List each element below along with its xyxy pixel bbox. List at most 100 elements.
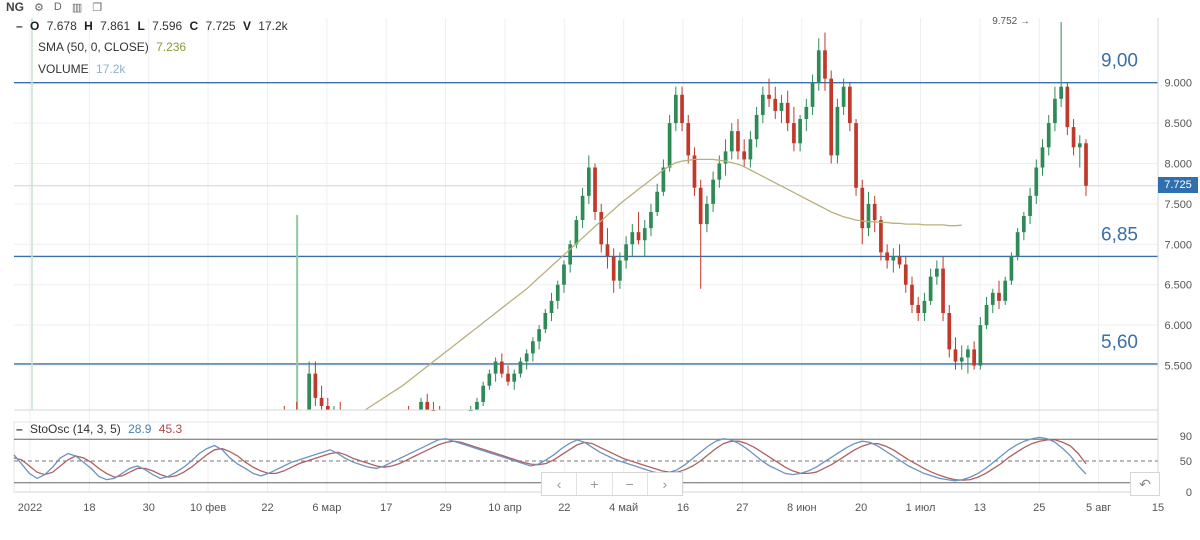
gear-icon[interactable]: ⚙ (34, 1, 44, 14)
date-tick-label: 10 апр (488, 502, 521, 514)
date-tick-label: 8 июн (787, 502, 817, 514)
high-value: 7.861 (100, 19, 131, 33)
price-tick-label: 8.500 (1164, 118, 1192, 130)
volume-indicator-value: 17.2k (96, 62, 126, 76)
candle-body (1022, 216, 1026, 233)
candle-body (879, 220, 883, 253)
candle-body (947, 313, 952, 350)
candle-body (630, 232, 635, 245)
open-label: O (30, 19, 40, 33)
candle-body (810, 82, 815, 107)
chart-type-icon[interactable]: ▥ (71, 1, 83, 14)
candle-body (872, 203, 877, 221)
date-tick-label: 18 (83, 502, 95, 514)
candle-body (618, 260, 622, 281)
reset-chart-button[interactable]: ↶ (1130, 472, 1160, 496)
candle-body (978, 325, 983, 366)
candle-body (1071, 127, 1076, 148)
candle-body (568, 244, 573, 265)
candle-body (586, 167, 591, 196)
candle-body (966, 349, 970, 358)
candle-body (792, 123, 796, 144)
stochastic-tick-label: 90 (1180, 431, 1192, 443)
stochastic-legend[interactable]: – StoOsc (14, 3, 5) 28.9 45.3 (16, 422, 186, 436)
candle-body (779, 102, 784, 111)
date-tick-label: 22 (558, 502, 570, 514)
chart-toolbar: NG ⚙ D ▥ ❐ (6, 0, 102, 14)
date-tick-label: 6 мар (312, 502, 341, 514)
candle-body (972, 349, 976, 366)
candle-body (680, 94, 684, 124)
candle-body (611, 256, 616, 281)
close-label: C (189, 19, 199, 33)
candle-body (475, 401, 479, 410)
scroll-left-button[interactable]: ‹ (542, 473, 578, 495)
candle-body (785, 102, 790, 124)
candle-body (524, 353, 529, 362)
level-label: 6,85 (1101, 224, 1138, 245)
candle-body (736, 131, 740, 152)
candle-body (425, 401, 430, 410)
candle-body (543, 313, 548, 330)
collapse-icon[interactable]: – (16, 422, 23, 436)
scroll-right-button[interactable]: › (662, 476, 668, 492)
price-tick-label: 6.000 (1164, 320, 1192, 332)
candle-body (729, 131, 734, 152)
candle-body (760, 94, 765, 115)
candle-body (499, 361, 504, 374)
candle-body (748, 139, 753, 160)
candle-body (841, 86, 846, 107)
date-tick-label: 10 фев (190, 502, 226, 514)
candle-body (537, 329, 541, 342)
stochastic-d-line (13, 439, 1087, 481)
candle-body (692, 155, 697, 188)
candle-body (580, 195, 585, 221)
date-tick-label: 13 (974, 502, 986, 514)
candle-body (506, 373, 510, 382)
candle-body (1046, 123, 1051, 148)
candle-body (835, 106, 840, 156)
low-value: 7.596 (152, 19, 183, 33)
date-tick-label: 1 июл (906, 502, 936, 514)
price-tick-label: 6.500 (1164, 280, 1192, 292)
zoom-out-button[interactable]: − (613, 473, 648, 495)
candle-body (319, 397, 324, 406)
candle-body (934, 268, 939, 277)
sma-legend[interactable]: SMA (50, 0, CLOSE) 7.236 (38, 40, 190, 54)
candle-body (1003, 280, 1008, 301)
candle-body (1053, 98, 1057, 124)
candle-body (885, 252, 889, 261)
candle-body (655, 191, 660, 212)
collapse-icon[interactable]: – (16, 19, 23, 33)
high-label: H (84, 19, 93, 33)
candle-body (1015, 232, 1020, 257)
candle-body (419, 401, 423, 410)
symbol-label[interactable]: NG (6, 0, 24, 14)
candle-body (953, 349, 958, 362)
volume-legend[interactable]: VOLUME 17.2k (38, 62, 129, 76)
date-tick-label: 30 (143, 502, 155, 514)
candle-body (642, 228, 647, 241)
interval-selector[interactable]: D (53, 1, 62, 13)
candle-body (823, 50, 827, 79)
date-tick-label: 22 (261, 502, 273, 514)
candle-body (518, 361, 523, 374)
date-tick-label: 25 (1033, 502, 1045, 514)
price-tick-label: 7.000 (1164, 239, 1192, 251)
price-tick-label: 7.500 (1164, 199, 1192, 211)
candle-body (1040, 147, 1045, 168)
candle-body (605, 244, 610, 257)
open-value: 7.678 (46, 19, 77, 33)
candle-body (512, 373, 517, 382)
compare-icon[interactable]: ❐ (92, 1, 103, 14)
candle-body (866, 203, 871, 229)
candle-body (705, 203, 709, 225)
date-tick-label: 17 (380, 502, 392, 514)
candle-body (990, 292, 995, 305)
candle-body (804, 106, 809, 120)
stochastic-label: StoOsc (14, 3, 5) (30, 422, 121, 436)
candle-body (984, 304, 989, 326)
zoom-in-button[interactable]: + (577, 473, 613, 495)
candle-body (1065, 86, 1070, 128)
